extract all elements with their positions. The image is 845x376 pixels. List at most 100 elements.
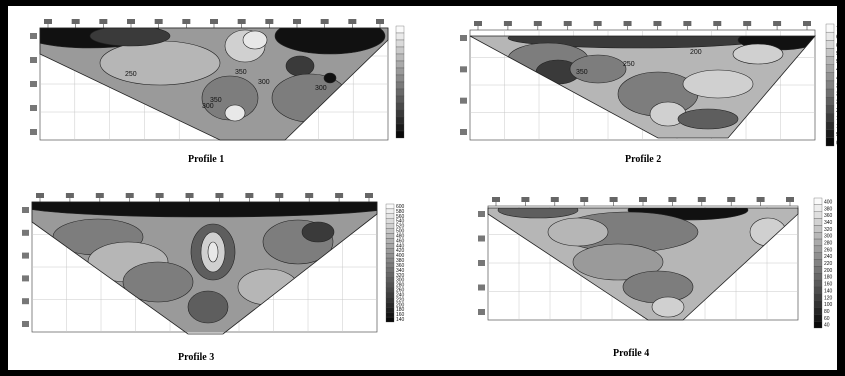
scale-label: 200 [396, 302, 405, 308]
scale-swatch [395, 123, 405, 132]
top-tick-mark [275, 193, 284, 198]
scale-label: 100 [836, 124, 837, 130]
scale-swatch [395, 95, 405, 104]
top-tick-mark [36, 193, 44, 198]
scale-swatch [825, 31, 835, 41]
top-tick-mark [237, 19, 246, 24]
contour-label: 300 [258, 79, 270, 86]
scale-label: 480 [396, 233, 405, 239]
scale-label: 540 [396, 219, 405, 225]
top-tick-mark [348, 19, 357, 24]
depth-tick-mark [22, 298, 29, 305]
top-tick-mark [697, 197, 706, 202]
contour-region [89, 28, 171, 47]
contour-region [651, 296, 685, 318]
scale-swatch [825, 23, 835, 33]
scale-swatch [385, 272, 395, 278]
top-tick-mark [668, 197, 677, 202]
profile-3-panel: 600 580 560 540 520 500 480 460 440 420 400 380 360 3… [18, 192, 418, 344]
top-tick-mark [320, 19, 329, 24]
profile-2-caption: Profile 2 [625, 154, 662, 165]
scale-label: 440 [396, 243, 405, 249]
scale-swatch [813, 307, 823, 315]
scale-label: 280 [824, 241, 833, 247]
depth-tick-mark [22, 321, 29, 327]
profile-1-caption: Profile 1 [188, 154, 225, 165]
top-tick-mark [593, 21, 602, 26]
scale-swatch [813, 218, 823, 226]
scale-label: 260 [396, 288, 405, 294]
scale-label: 380 [396, 258, 405, 264]
depth-tick-mark [460, 66, 467, 73]
top-tick-mark [185, 193, 194, 198]
profile-1-panel: 250 300 300 350 350 300 [30, 18, 420, 153]
contour-region [207, 241, 219, 263]
figure-frame: 250 300 300 350 350 300 Profile 1 250 200 350 70… [8, 6, 837, 370]
scale-swatch [395, 81, 405, 90]
scale-label: 220 [396, 297, 405, 303]
top-tick-mark [653, 21, 662, 26]
contour-region [572, 243, 664, 281]
top-tick-mark [786, 197, 794, 202]
scale-swatch [395, 109, 405, 118]
top-tick-mark [727, 197, 736, 202]
top-tick-mark [210, 19, 218, 24]
profile-3-section: 6005805605405205004804604404204003803603… [22, 193, 405, 335]
scale-swatch [813, 204, 823, 212]
scale-swatch [825, 113, 835, 122]
top-tick-mark [503, 21, 512, 26]
section-outline [487, 207, 799, 321]
top-tick-mark [550, 197, 559, 202]
scale-label: 580 [396, 209, 405, 215]
top-tick-mark [376, 19, 384, 24]
scale-swatch [385, 277, 395, 283]
contour-label: 250 [623, 61, 635, 68]
top-tick-mark [365, 193, 373, 198]
scale-swatch [825, 129, 835, 139]
top-tick-mark [713, 21, 722, 26]
top-tick-mark [155, 193, 164, 198]
scale-swatch [813, 238, 823, 247]
top-tick-mark [803, 21, 811, 26]
top-tick-mark [265, 19, 274, 24]
scale-label: 360 [824, 213, 833, 219]
scale-label: 240 [824, 254, 833, 260]
top-tick-mark [623, 21, 632, 26]
contour-label: 300 [202, 103, 214, 110]
top-tick-mark [533, 21, 542, 26]
scale-swatch [385, 223, 395, 229]
depth-tick-mark [22, 207, 29, 213]
scale-label: 260 [824, 247, 833, 253]
depth-tick-mark [460, 97, 467, 104]
top-tick-mark [492, 197, 500, 202]
section-outline [39, 27, 389, 141]
scale-swatch [395, 88, 405, 97]
top-tick-mark [215, 193, 224, 198]
top-tick-mark [521, 197, 530, 202]
top-tick-mark [773, 21, 782, 26]
scale-label: 380 [824, 206, 833, 212]
scale-swatch [385, 213, 395, 219]
scale-swatch [813, 273, 823, 281]
contour-label: 200 [690, 49, 702, 56]
contour-region [677, 108, 739, 130]
scale-swatch [385, 287, 395, 293]
scale-label: 300 [824, 234, 833, 240]
contour-region [323, 72, 337, 84]
top-tick-mark [293, 19, 301, 24]
scale-swatch [825, 80, 835, 90]
scale-label: 120 [824, 295, 833, 301]
scale-label: 80 [824, 309, 830, 315]
scale-swatch [825, 121, 835, 130]
scale-swatch [395, 67, 405, 76]
scale-swatch [385, 238, 395, 244]
depth-tick-mark [22, 252, 29, 259]
depth-tick-mark [30, 57, 37, 63]
profile-2-section: 2502003507006506005505004504003503002502… [460, 21, 837, 146]
scale-swatch [813, 321, 823, 329]
scale-label: 60 [824, 316, 830, 322]
scale-swatch [395, 60, 405, 69]
scale-label: 160 [396, 312, 405, 318]
top-tick-mark [127, 19, 135, 24]
